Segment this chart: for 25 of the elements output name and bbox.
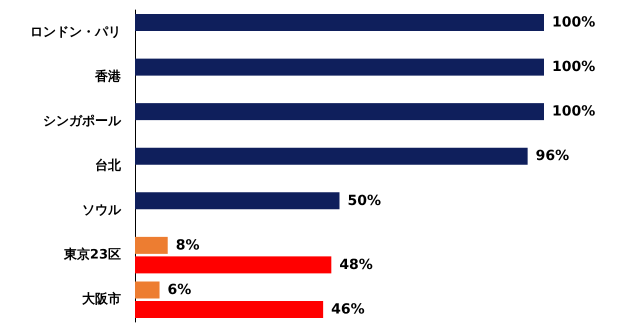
bar bbox=[135, 281, 160, 298]
bar bbox=[135, 14, 544, 32]
y-tick-label: ロンドン・パリ bbox=[30, 24, 121, 40]
data-label: 100% bbox=[552, 104, 596, 120]
y-tick-label: 大阪市 bbox=[82, 291, 121, 308]
bar bbox=[135, 103, 544, 120]
y-tick-label: 香港 bbox=[94, 68, 122, 84]
data-label: 6% bbox=[168, 282, 192, 298]
bar bbox=[135, 192, 340, 210]
data-label: 46% bbox=[331, 301, 365, 318]
y-tick-label: 台北 bbox=[95, 158, 122, 174]
data-label: 100% bbox=[552, 59, 596, 76]
bar bbox=[135, 236, 168, 254]
data-label: 100% bbox=[552, 14, 596, 31]
y-tick-label: シンガポール bbox=[43, 114, 122, 129]
data-label: 96% bbox=[536, 148, 570, 164]
data-label: 48% bbox=[339, 256, 373, 273]
bar bbox=[135, 58, 544, 76]
data-label: 8% bbox=[176, 237, 200, 254]
bar bbox=[135, 300, 324, 318]
y-tick-label: ソウル bbox=[82, 203, 122, 218]
y-tick-label: 東京23区 bbox=[62, 246, 121, 263]
bar bbox=[135, 256, 332, 274]
data-label: 50% bbox=[348, 192, 382, 209]
bar bbox=[135, 148, 528, 165]
